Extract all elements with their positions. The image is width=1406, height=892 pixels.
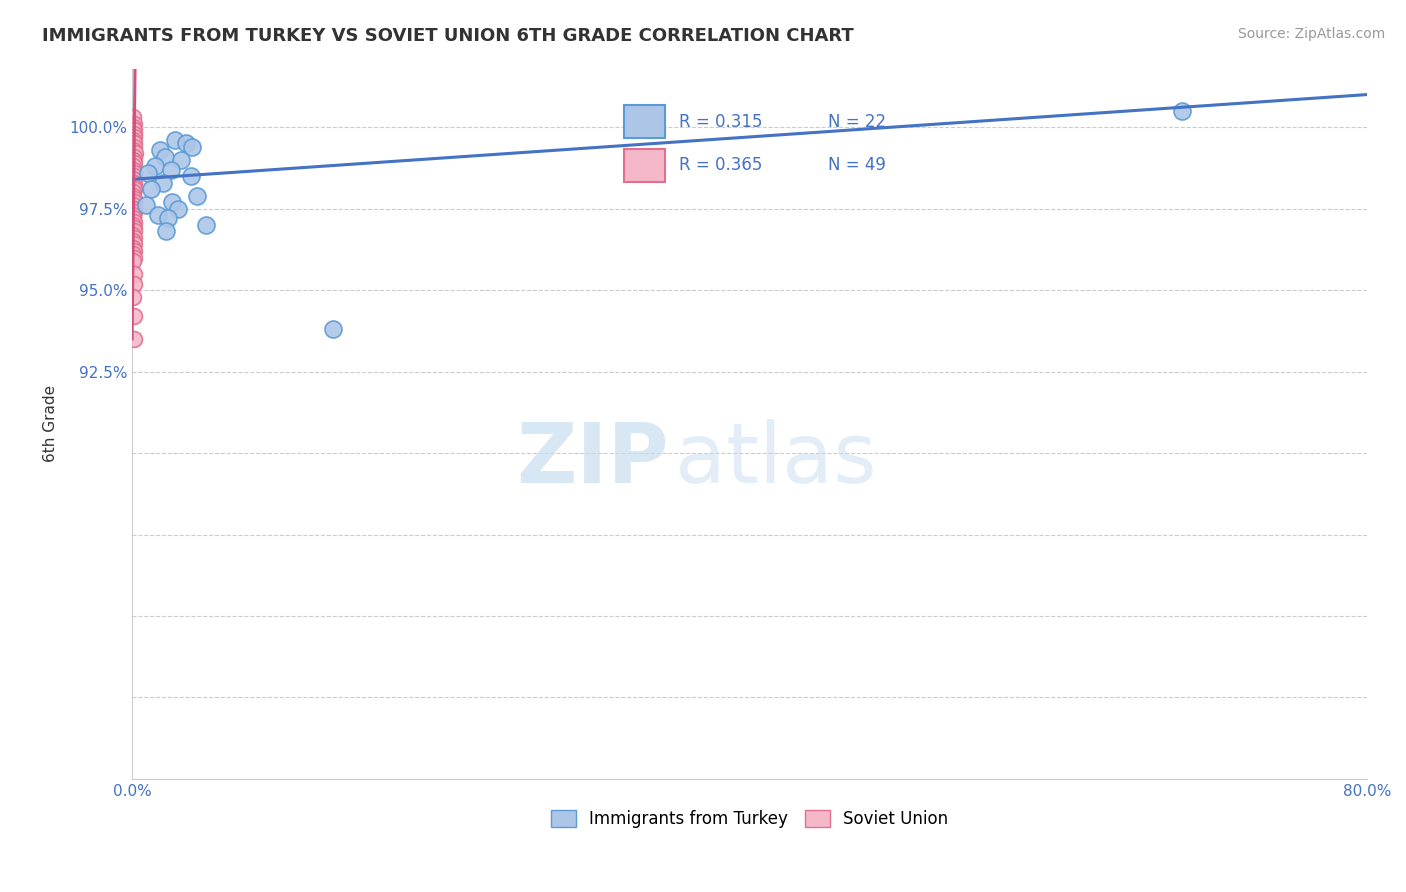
Point [152,176,174,190]
Point [122,234,145,248]
Point [122,215,145,229]
Point [122,247,145,261]
Point [122,166,145,180]
Point [122,211,145,226]
Point [143,159,166,173]
Point [195,218,218,232]
Point [122,205,145,219]
Point [122,153,145,167]
Point [122,251,145,265]
Point [122,186,145,200]
Point [122,241,145,255]
Point [160,195,183,210]
Point [186,188,208,202]
Point [149,143,172,157]
Point [322,322,344,336]
Point [180,169,202,183]
Point [122,149,145,163]
Point [122,309,145,323]
Point [156,211,179,226]
Point [122,244,145,258]
Point [122,208,145,222]
Point [122,277,145,291]
Point [122,227,145,242]
Point [122,224,145,238]
Point [122,136,145,151]
Point [122,198,145,212]
Point [122,192,145,206]
Point [122,130,145,145]
Point [122,159,145,173]
Point [181,139,204,153]
Point [122,139,145,153]
Point [122,182,145,196]
Point [139,182,162,196]
Text: ZIP: ZIP [516,418,669,500]
Text: atlas: atlas [675,418,877,500]
Point [122,221,145,235]
Text: Source: ZipAtlas.com: Source: ZipAtlas.com [1237,27,1385,41]
Text: IMMIGRANTS FROM TURKEY VS SOVIET UNION 6TH GRADE CORRELATION CHART: IMMIGRANTS FROM TURKEY VS SOVIET UNION 6… [42,27,853,45]
Point [122,120,145,135]
Point [122,237,145,252]
Point [153,149,176,163]
Point [122,156,145,170]
Point [122,111,145,125]
Point [122,332,145,346]
Point [159,162,181,177]
Point [155,224,177,238]
Point [148,208,170,222]
Point [124,123,146,137]
Point [122,178,145,193]
Point [122,231,145,245]
Point [135,198,157,212]
Legend: Immigrants from Turkey, Soviet Union: Immigrants from Turkey, Soviet Union [544,803,955,835]
Point [122,202,145,216]
Point [122,188,145,202]
Point [122,143,145,157]
Point [165,133,187,147]
Point [122,176,145,190]
Point [174,136,197,151]
Point [122,267,145,281]
Point [1170,103,1192,118]
Point [170,153,193,167]
Point [122,172,145,186]
Y-axis label: 6th Grade: 6th Grade [44,385,58,462]
Point [122,117,145,131]
Point [122,169,145,183]
Point [122,253,145,268]
Point [122,133,145,147]
Point [122,162,145,177]
Point [122,290,145,304]
Point [136,166,159,180]
Point [124,146,146,161]
Point [122,195,145,210]
Point [122,218,145,232]
Point [122,127,145,141]
Point [167,202,190,216]
